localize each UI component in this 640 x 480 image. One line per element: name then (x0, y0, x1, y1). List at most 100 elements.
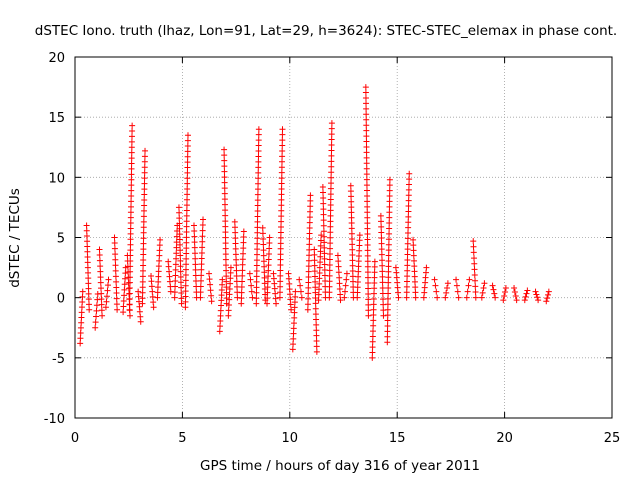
data-point (291, 304, 298, 311)
data-point (176, 215, 183, 222)
data-point (296, 276, 303, 283)
data-point (183, 250, 190, 257)
data-point (266, 245, 273, 252)
data-point (471, 260, 478, 267)
data-point (105, 276, 112, 283)
data-point (260, 258, 267, 265)
data-point (327, 218, 334, 225)
data-point (264, 295, 271, 302)
data-point (96, 252, 103, 259)
data-point (278, 164, 285, 171)
x-tick-label: 25 (604, 431, 621, 446)
data-point (403, 283, 410, 290)
data-point (465, 282, 472, 289)
satellite-arc (102, 276, 112, 311)
data-point (370, 322, 377, 329)
data-point (534, 294, 541, 301)
data-point (79, 288, 86, 295)
data-point (385, 279, 392, 286)
data-point (297, 282, 304, 289)
satellite-arc (126, 122, 136, 313)
data-points (77, 84, 552, 361)
data-point (182, 288, 189, 295)
data-point (182, 277, 189, 284)
data-point (320, 228, 327, 235)
data-point (364, 252, 371, 259)
data-point (184, 159, 191, 166)
data-point (98, 296, 105, 303)
data-point (184, 164, 191, 171)
data-point (140, 267, 146, 274)
data-point (182, 298, 189, 305)
data-point (272, 290, 279, 297)
data-point (384, 312, 391, 319)
data-point (312, 300, 319, 307)
data-point (532, 288, 539, 295)
data-point (97, 268, 104, 275)
data-point (481, 280, 488, 287)
data-point (489, 282, 496, 289)
data-point (154, 284, 161, 291)
data-point (311, 246, 318, 253)
data-point (379, 257, 386, 264)
data-point (348, 193, 355, 200)
data-point (183, 223, 190, 230)
data-point (182, 293, 189, 300)
data-point (226, 285, 233, 292)
data-point (364, 203, 371, 210)
satellite-arc (304, 192, 314, 313)
data-point (363, 160, 370, 167)
data-point (191, 244, 198, 251)
data-point (141, 196, 148, 203)
data-point (149, 288, 156, 295)
data-point (77, 330, 84, 337)
data-point (83, 222, 90, 229)
data-point (176, 231, 183, 238)
data-point (306, 214, 313, 221)
satellite-arc (500, 285, 509, 304)
data-point (222, 218, 229, 225)
data-point (278, 218, 285, 225)
data-point (254, 251, 261, 258)
data-point (313, 327, 320, 334)
data-point (421, 289, 428, 296)
data-point (328, 174, 335, 181)
satellite-arc (154, 236, 164, 301)
data-point (255, 142, 262, 149)
data-point (165, 258, 172, 265)
data-point (183, 239, 190, 246)
data-point (371, 269, 378, 276)
data-point (232, 240, 239, 247)
satellite-arc (326, 120, 335, 301)
data-point (479, 289, 486, 296)
data-point (370, 301, 377, 308)
data-point (260, 252, 267, 259)
data-point (306, 235, 313, 242)
data-point (121, 292, 128, 299)
data-point (128, 176, 135, 183)
data-point (328, 141, 335, 148)
data-point (225, 307, 232, 314)
data-point (369, 344, 376, 351)
data-point (140, 235, 147, 242)
data-point (176, 220, 183, 227)
satellite-arc (246, 270, 256, 301)
data-point (177, 252, 184, 259)
data-point (312, 305, 319, 312)
data-point (371, 290, 378, 297)
data-point (127, 247, 134, 254)
satellite-arc (171, 222, 181, 301)
data-point (278, 207, 285, 214)
data-point (511, 289, 518, 296)
data-point (233, 273, 240, 280)
data-point (420, 294, 427, 301)
data-point (111, 234, 118, 241)
data-point (327, 240, 334, 247)
data-point (141, 207, 148, 214)
y-tick-label: 0 (57, 292, 65, 307)
data-point (199, 244, 206, 251)
data-point (342, 288, 349, 295)
data-point (238, 300, 245, 307)
data-point (386, 176, 393, 183)
data-point (222, 234, 229, 241)
